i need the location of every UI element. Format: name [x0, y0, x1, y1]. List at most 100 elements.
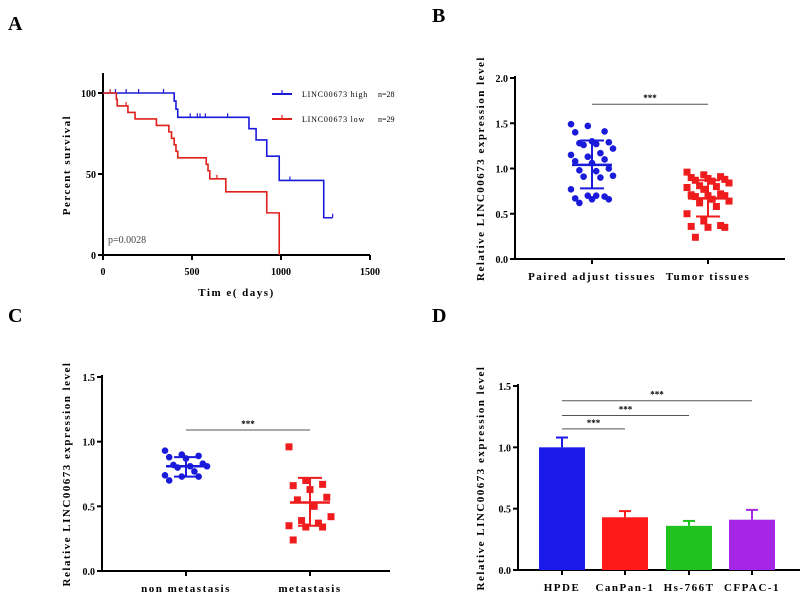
- y-tick-label: 0.0: [83, 567, 96, 578]
- data-point: [725, 179, 733, 187]
- bar-HPDE: [539, 447, 585, 570]
- y-axis-label: Relative LINC00673 expression level: [475, 366, 487, 591]
- y-tick-label: 50: [86, 170, 96, 181]
- survival-curve-0: [103, 92, 333, 219]
- x-tick-label: CFPAC-1: [724, 582, 780, 594]
- y-tick-label: 0: [91, 251, 96, 262]
- data-point: [571, 195, 579, 202]
- bar-Hs-766T: [666, 525, 712, 570]
- x-tick-label: CanPan-1: [595, 582, 654, 594]
- panel-letter: B: [432, 5, 445, 27]
- legend-n: n=28: [378, 90, 395, 99]
- data-point: [571, 129, 579, 136]
- y-tick-label: 0.0: [496, 255, 509, 266]
- significance-label: ***: [643, 93, 657, 103]
- panel-B: B 0.0 0.5 1.0 1.5 2.0 Relative LINC00673 expre…: [432, 5, 785, 283]
- data-point: [592, 140, 600, 148]
- x-tick-label: Paired adjust tissues: [528, 271, 656, 283]
- p-value-annotation: p=0.0028: [108, 235, 146, 246]
- data-point: [285, 522, 293, 530]
- panel-A: A 0 50 100 Percent survival 0 500 1000 1500 Tim e…: [8, 13, 395, 299]
- data-point: [289, 482, 297, 490]
- data-point: [691, 176, 699, 184]
- data-point: [319, 523, 327, 531]
- data-point: [609, 172, 617, 180]
- legend-label: LINC00673 low: [302, 115, 365, 124]
- data-point: [717, 222, 725, 230]
- data-point: [712, 183, 720, 191]
- data-point: [721, 175, 729, 183]
- data-point: [580, 173, 587, 180]
- data-point: [165, 477, 173, 484]
- y-tick-label: 0.5: [83, 502, 96, 513]
- y-axis-label: Relative LINC00673 expression level: [61, 362, 73, 587]
- data-point: [605, 165, 613, 172]
- y-tick-label: 0.5: [496, 210, 509, 221]
- data-point: [687, 191, 695, 199]
- panel-D: D 0.0 0.5 1.0 1.5 Relative LINC00673 expressi…: [432, 305, 800, 594]
- data-point: [567, 151, 575, 159]
- y-axis-label: Percent survival: [61, 115, 73, 215]
- data-point: [721, 192, 729, 200]
- data-point: [605, 195, 613, 203]
- data-point: [687, 174, 695, 182]
- y-tick-label: 0.5: [499, 505, 512, 516]
- data-point: [293, 496, 301, 504]
- panel-C: C 0.0 0.5 1.0 1.5 Relative LINC00673 expressi…: [8, 305, 390, 595]
- y-tick-label: 1.5: [499, 382, 512, 393]
- y-tick-label: 100: [81, 89, 96, 100]
- data-point: [195, 473, 202, 480]
- x-tick-label: Tumor tissues: [666, 271, 751, 283]
- data-point: [191, 468, 198, 475]
- data-point: [298, 517, 306, 525]
- data-point: [725, 197, 733, 205]
- y-axis-label: Relative LINC00673 expression level: [475, 56, 487, 281]
- data-point: [195, 452, 202, 460]
- panel-letter: D: [432, 305, 446, 327]
- bar-CanPan-1: [602, 517, 648, 570]
- x-tick-label: 0: [101, 267, 106, 278]
- data-point: [683, 210, 691, 218]
- data-point: [721, 223, 729, 231]
- y-tick-label: 1.0: [496, 165, 509, 176]
- x-tick-label: 1000: [271, 267, 291, 278]
- data-point: [683, 184, 691, 192]
- data-point: [696, 199, 704, 207]
- data-point: [696, 182, 704, 190]
- data-point: [310, 502, 318, 510]
- data-point: [712, 203, 720, 211]
- bar-CFPAC-1: [729, 519, 775, 570]
- significance-label: ***: [241, 419, 255, 429]
- panel-letter: A: [8, 13, 23, 35]
- data-point: [576, 199, 583, 207]
- panel-letter: C: [8, 305, 22, 327]
- significance-label: ***: [587, 418, 601, 428]
- x-tick-label: 1500: [360, 267, 380, 278]
- significance-label: ***: [650, 390, 664, 400]
- data-point: [161, 447, 169, 455]
- data-point: [691, 233, 699, 241]
- significance-label: ***: [619, 404, 633, 414]
- data-point: [161, 471, 169, 479]
- data-point: [592, 192, 600, 199]
- y-tick-label: 0.0: [499, 566, 512, 577]
- survival-curve-1: [103, 92, 281, 255]
- data-point: [700, 171, 708, 179]
- data-point: [597, 174, 604, 181]
- data-point: [576, 167, 583, 174]
- data-point: [717, 190, 725, 198]
- data-point: [700, 185, 708, 193]
- data-point: [285, 443, 293, 451]
- data-point: [687, 222, 695, 230]
- y-tick-label: 1.5: [496, 119, 509, 130]
- data-point: [314, 519, 322, 527]
- legend-label: LINC00673 high: [302, 90, 368, 99]
- x-tick-label: metastasis: [278, 583, 341, 595]
- data-point: [302, 523, 310, 531]
- data-point: [571, 157, 579, 165]
- x-tick-label: 500: [185, 267, 200, 278]
- y-tick-label: 1.0: [499, 443, 512, 454]
- x-axis-label: Tim e( days): [198, 287, 274, 299]
- y-tick-label: 1.0: [83, 438, 96, 449]
